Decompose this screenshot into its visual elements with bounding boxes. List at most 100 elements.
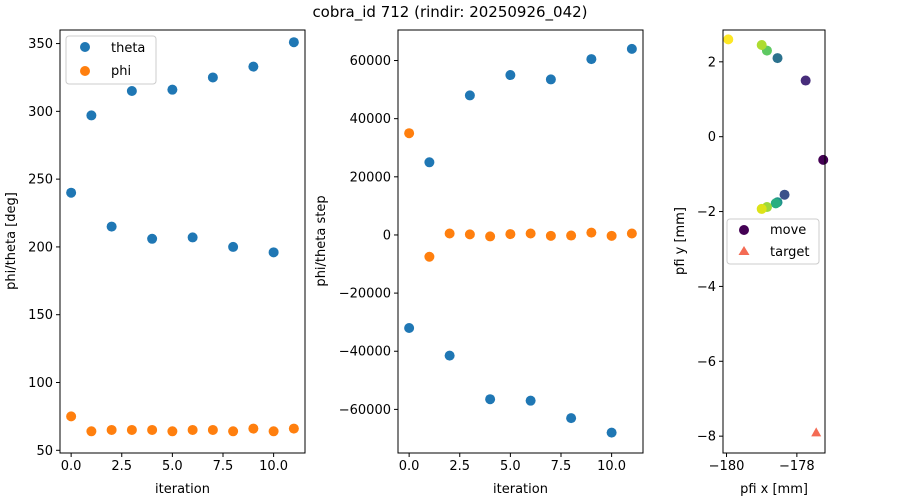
phi-point [268, 426, 279, 437]
axes-frame [59, 29, 306, 454]
move-point [756, 203, 767, 214]
legend-marker-theta [80, 42, 90, 52]
move-point [723, 34, 734, 45]
y-tick-label: 350 [28, 37, 53, 52]
theta-point [566, 413, 577, 424]
legend-marker-target [738, 246, 750, 255]
x-tick-label: 2.5 [111, 459, 132, 474]
plot-marks [723, 34, 829, 437]
y-tick-label: 0 [708, 130, 716, 145]
x-tick-label: 5.0 [162, 459, 183, 474]
x-tick-label: 0.0 [61, 459, 82, 474]
theta-point [207, 72, 218, 83]
theta-point [268, 247, 279, 258]
theta-point [106, 221, 117, 232]
x-ticks: 0.0 2.5 5.0 7.5 10.0 [399, 453, 626, 474]
x-tick-label: 7.5 [213, 459, 234, 474]
axes-frame [722, 29, 826, 454]
y-tick-label: −20000 [339, 287, 391, 302]
x-tick-label: 0.0 [399, 459, 420, 474]
y-ticks: −60000 −40000 −20000 0 20000 40000 60000 [339, 54, 398, 418]
theta-point [147, 233, 158, 244]
x-ticks: −180 −178 [709, 453, 815, 474]
theta-point [505, 70, 516, 81]
y-tick-label: 40000 [350, 112, 391, 127]
phi-point [566, 230, 577, 241]
phi-point [288, 423, 299, 434]
legend-label-phi: phi [111, 64, 131, 79]
y-tick-label: 0 [383, 228, 391, 243]
target-point [811, 427, 822, 437]
phi-point [66, 411, 77, 422]
y-tick-label: 150 [28, 308, 53, 323]
legend: theta phi [65, 35, 157, 85]
phi-point [404, 128, 415, 139]
x-tick-label: 2.5 [449, 459, 470, 474]
move-point [770, 198, 781, 209]
pfi-position-panel: −180 −178 −8 −6 −4 −2 0 2 pfi x [mm] pfi y [mm… [673, 29, 829, 497]
theta-point [288, 37, 299, 48]
theta-point [586, 54, 597, 65]
y-tick-label: −2 [697, 205, 716, 220]
phi-point [207, 424, 218, 435]
y-ticks: −8 −6 −4 −2 0 2 [697, 55, 723, 445]
theta-point [228, 241, 239, 252]
y-tick-label: 200 [28, 240, 53, 255]
theta-point [444, 350, 455, 361]
theta-point [187, 232, 198, 243]
theta-point [126, 86, 137, 97]
phi-point [505, 229, 516, 240]
y-tick-label: −60000 [339, 403, 391, 418]
x-axis-label: pfi x [mm] [740, 482, 808, 497]
plot-marks [66, 37, 299, 437]
y-tick-label: −8 [697, 430, 716, 445]
legend-marker-move [739, 225, 749, 235]
x-tick-label: 7.5 [551, 459, 572, 474]
move-point [779, 189, 790, 200]
theta-point [167, 84, 178, 95]
y-tick-label: 300 [28, 105, 53, 120]
x-tick-label: 5.0 [500, 459, 521, 474]
phi-point [248, 423, 259, 434]
move-point [800, 75, 811, 86]
theta-point [525, 395, 536, 406]
phi-point [167, 426, 178, 437]
theta-point [66, 187, 77, 198]
phi-point [464, 229, 475, 240]
move-point [818, 154, 829, 165]
x-tick-label: 10.0 [259, 459, 288, 474]
move-point [756, 39, 767, 50]
x-tick-label: 10.0 [597, 459, 626, 474]
phi-point [147, 424, 158, 435]
axes-frame [397, 29, 644, 454]
y-tick-label: 50 [36, 444, 53, 459]
y-axis-label: pfi y [mm] [673, 207, 688, 275]
y-tick-label: 100 [28, 376, 53, 391]
y-tick-label: −4 [697, 280, 716, 295]
plot-marks [404, 43, 637, 438]
y-tick-label: 60000 [350, 54, 391, 69]
x-axis-label: iteration [155, 482, 210, 497]
phi-point [187, 424, 198, 435]
phi-point [525, 228, 536, 239]
phi-point [126, 424, 137, 435]
phi-point [424, 251, 435, 262]
theta-point [464, 90, 475, 101]
theta-point [485, 394, 496, 405]
phi-point [606, 230, 617, 241]
theta-point [404, 322, 415, 333]
y-axis-label: phi/theta step [314, 195, 329, 286]
phi-theta-angle-panel: 0.0 2.5 5.0 7.5 10.0 50 100 150 200 250 300 350 it… [4, 29, 306, 497]
legend: move target [726, 218, 820, 265]
y-tick-label: 2 [708, 55, 716, 70]
move-point [772, 53, 783, 64]
phi-point [485, 231, 496, 242]
phi-point [626, 228, 637, 239]
legend-marker-phi [80, 66, 90, 76]
phi-point [86, 426, 97, 437]
x-axis-label: iteration [493, 482, 548, 497]
y-tick-label: −6 [697, 355, 716, 370]
phi-point [545, 230, 556, 241]
x-ticks: 0.0 2.5 5.0 7.5 10.0 [61, 453, 288, 474]
